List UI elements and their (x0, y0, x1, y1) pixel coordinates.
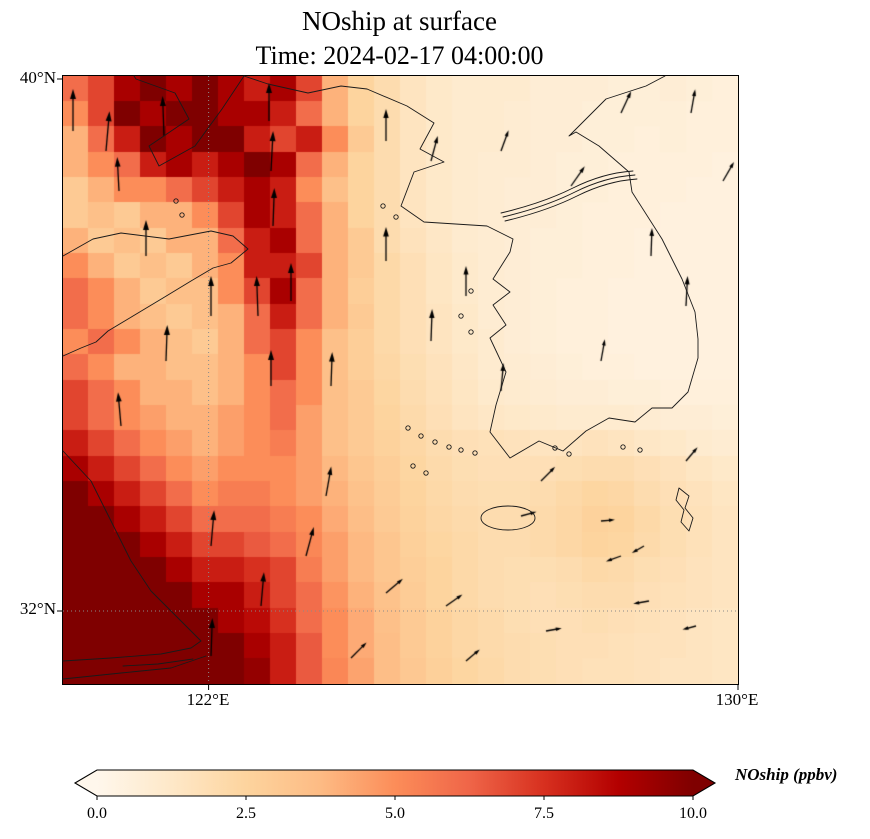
colorbar-gradient (97, 770, 693, 796)
colorbar-over-arrow (693, 770, 715, 796)
coastlines (62, 75, 699, 680)
map-plot (57, 75, 739, 690)
jeju-island (480, 505, 536, 531)
chart-subtitle: Time: 2024-02-17 04:00:00 (255, 41, 544, 70)
coastline-korea-bay (243, 75, 368, 94)
coastline-chongming (122, 658, 194, 667)
coastline-jiangsu (62, 450, 202, 662)
axis-tick-marks (57, 78, 739, 690)
heatmap-canvas (63, 76, 738, 684)
xtick-130e: 130°E (715, 690, 759, 709)
coastline-liaodong (133, 75, 245, 167)
colorbar-tick-0: 0.0 (87, 805, 107, 822)
colorbar-under-arrow (75, 770, 97, 796)
colorbar-tick-1: 2.5 (236, 805, 256, 822)
coastline-shandong (62, 230, 249, 357)
colorbar-tick-marks (96, 796, 694, 800)
ytick-40n: 40°N (19, 68, 56, 87)
tsushima-island (675, 487, 694, 532)
chart-title: NOship at surface (302, 6, 497, 36)
xtick-122e: 122°E (186, 690, 230, 709)
map-overlay (57, 75, 739, 690)
ytick-32n: 32°N (19, 599, 56, 618)
small-islands (173, 198, 643, 476)
coastline-yangtze-south-bank (62, 655, 207, 680)
colorbar: 0.0 2.5 5.0 7.5 10.0 NOship (ppbv) (73, 765, 837, 822)
border-lines-dmz (500, 170, 638, 222)
colorbar-tick-2: 5.0 (385, 805, 405, 822)
coastline-korea (366, 75, 699, 459)
colorbar-tick-4: 10.0 (679, 805, 707, 822)
colorbar-label: NOship (ppbv) (734, 765, 837, 784)
colorbar-tick-3: 7.5 (534, 805, 554, 822)
